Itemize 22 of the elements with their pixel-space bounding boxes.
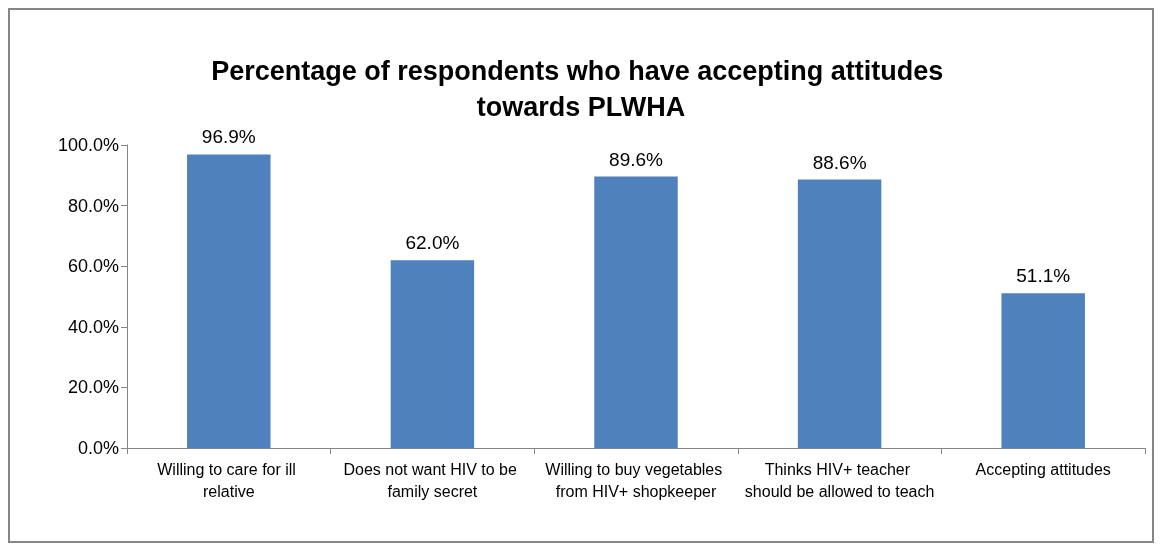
- y-tick-label: 20.0%: [67, 377, 119, 398]
- x-tick-label: Willing to care for ill relative: [157, 460, 301, 500]
- bar: [390, 260, 475, 448]
- data-label: 89.6%: [609, 148, 664, 170]
- x-tick-label: Does not want HIV to be family secret: [343, 460, 522, 500]
- data-label: 62.0%: [405, 232, 460, 254]
- data-label: 51.1%: [1016, 265, 1071, 287]
- y-tick-label: 80.0%: [67, 195, 119, 216]
- bar: [797, 179, 882, 448]
- x-tick-label: Accepting attitudes: [975, 460, 1111, 478]
- bar: [1001, 293, 1085, 448]
- data-label: 88.6%: [812, 151, 867, 173]
- data-label: 96.9%: [201, 126, 256, 148]
- y-tick-label: 60.0%: [67, 256, 119, 277]
- y-tick-label: 0.0%: [77, 438, 119, 458]
- bar: [594, 176, 678, 448]
- y-tick-label: 100.0%: [57, 135, 119, 155]
- chart-title: Percentage of respondents who have accepting attitudes towards PLWHA: [211, 56, 951, 122]
- bar: [187, 154, 271, 448]
- x-tick-label: Thinks HIV+ teacher should be allowed to teach: [744, 460, 935, 500]
- y-tick-label: 40.0%: [67, 316, 119, 337]
- x-tick-label: Willing to buy vegetables from HIV+ shopkeeper: [545, 460, 727, 500]
